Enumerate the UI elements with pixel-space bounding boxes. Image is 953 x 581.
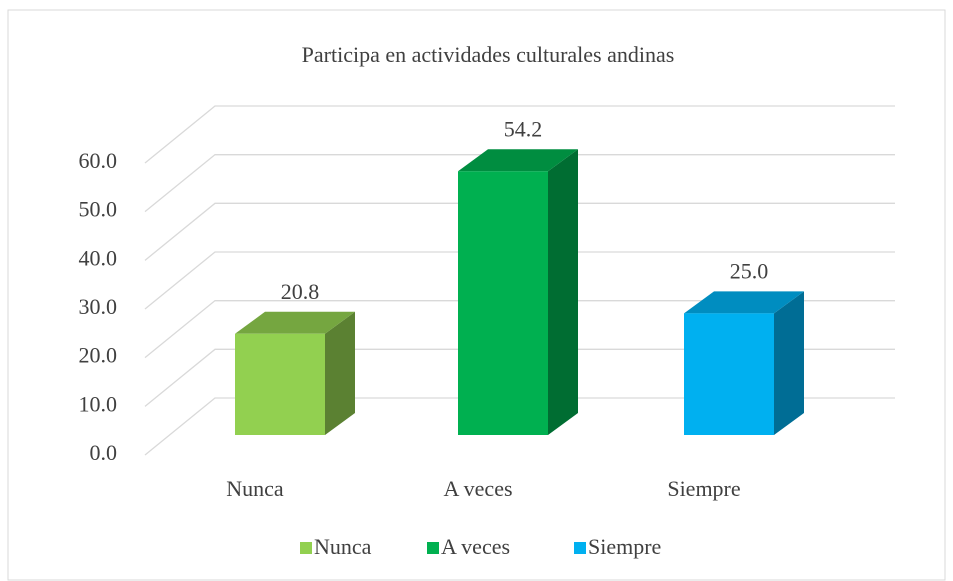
y-tick-label: 60.0 xyxy=(79,148,118,173)
grid-line xyxy=(144,348,895,407)
bar-side xyxy=(774,291,804,435)
x-tick-label: A veces xyxy=(443,476,512,501)
y-tick-label: 50.0 xyxy=(79,197,118,222)
bar-side xyxy=(325,311,355,435)
bar-side xyxy=(548,149,578,435)
bar xyxy=(458,171,548,435)
grid-line xyxy=(144,300,895,359)
y-tick-label: 0.0 xyxy=(90,440,118,465)
legend-label: Siempre xyxy=(588,534,661,559)
y-tick-label: 10.0 xyxy=(79,391,118,416)
x-tick-label: Siempre xyxy=(667,476,740,501)
grid-line xyxy=(144,202,895,261)
grid-line xyxy=(144,105,895,164)
y-tick-label: 20.0 xyxy=(79,343,118,368)
bar-top xyxy=(458,149,578,172)
legend-label: Nunca xyxy=(314,534,372,559)
legend-swatch xyxy=(574,542,586,554)
y-tick-label: 40.0 xyxy=(79,245,118,270)
grid-line xyxy=(144,154,895,213)
bar xyxy=(684,313,774,435)
legend-swatch xyxy=(300,542,312,554)
legend-swatch xyxy=(427,542,439,554)
value-label: 25.0 xyxy=(730,258,769,283)
y-tick-label: 30.0 xyxy=(79,294,118,319)
x-tick-label: Nunca xyxy=(226,476,284,501)
grid-line xyxy=(144,397,895,456)
grid-line xyxy=(144,251,895,310)
value-label: 54.2 xyxy=(504,116,543,141)
legend-label: A veces xyxy=(441,534,510,559)
bar-top xyxy=(235,311,355,334)
chart-title: Participa en actividades culturales andi… xyxy=(302,42,675,67)
value-label: 20.8 xyxy=(281,279,320,304)
bar-top xyxy=(684,291,804,314)
bar xyxy=(235,333,325,435)
